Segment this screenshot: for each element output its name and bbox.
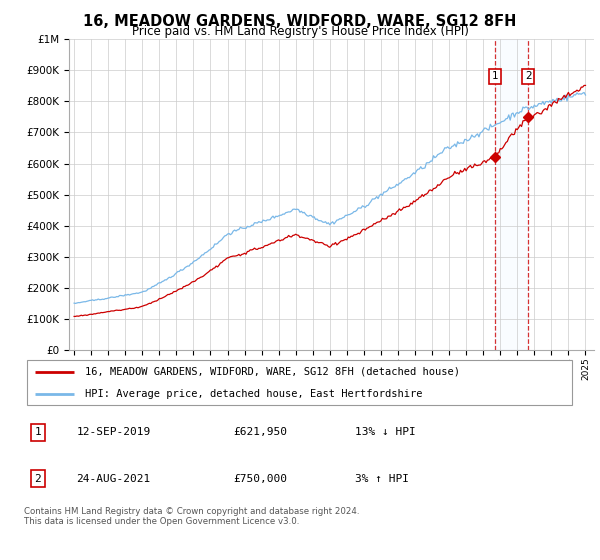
Text: Price paid vs. HM Land Registry's House Price Index (HPI): Price paid vs. HM Land Registry's House …: [131, 25, 469, 38]
Text: 3% ↑ HPI: 3% ↑ HPI: [355, 474, 409, 484]
Text: 2: 2: [34, 474, 41, 484]
Text: 1: 1: [492, 72, 499, 82]
Text: 16, MEADOW GARDENS, WIDFORD, WARE, SG12 8FH (detached house): 16, MEADOW GARDENS, WIDFORD, WARE, SG12 …: [85, 367, 460, 377]
Bar: [495, 39, 529, 350]
Text: 12-SEP-2019: 12-SEP-2019: [76, 427, 151, 437]
Text: £621,950: £621,950: [234, 427, 288, 437]
Text: 1: 1: [34, 427, 41, 437]
Text: HPI: Average price, detached house, East Hertfordshire: HPI: Average price, detached house, East…: [85, 389, 422, 399]
FancyBboxPatch shape: [27, 360, 572, 404]
Text: Contains HM Land Registry data © Crown copyright and database right 2024.
This d: Contains HM Land Registry data © Crown c…: [24, 507, 359, 526]
Text: 24-AUG-2021: 24-AUG-2021: [76, 474, 151, 484]
Text: £750,000: £750,000: [234, 474, 288, 484]
Text: 16, MEADOW GARDENS, WIDFORD, WARE, SG12 8FH: 16, MEADOW GARDENS, WIDFORD, WARE, SG12 …: [83, 14, 517, 29]
Text: 13% ↓ HPI: 13% ↓ HPI: [355, 427, 416, 437]
Text: 2: 2: [525, 72, 532, 82]
